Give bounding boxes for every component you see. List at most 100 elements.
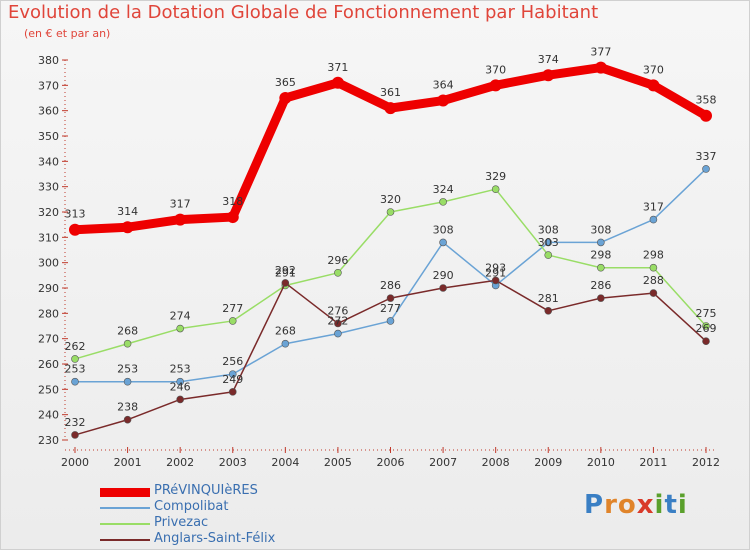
data-point (228, 388, 237, 396)
data-point (176, 324, 184, 333)
data-label: 329 (485, 170, 506, 183)
data-point (597, 238, 605, 247)
data-point (439, 238, 447, 247)
data-label: 249 (222, 373, 243, 386)
legend-swatch (100, 539, 150, 541)
y-tick-label: 330 (38, 181, 59, 194)
data-point (69, 223, 81, 236)
data-point (491, 276, 500, 285)
data-point (228, 317, 237, 325)
data-point (386, 208, 395, 216)
data-point (71, 431, 79, 439)
data-point (123, 339, 132, 348)
data-label: 292 (275, 264, 296, 277)
data-point (226, 211, 239, 224)
data-point (439, 198, 447, 206)
proxiti-logo: Proxiti (584, 490, 688, 520)
data-point (384, 102, 397, 115)
y-tick-label: 300 (38, 257, 59, 270)
data-label: 291 (485, 266, 506, 279)
data-label: 253 (65, 363, 86, 376)
data-label: 318 (222, 195, 243, 208)
x-tick-label: 2006 (377, 456, 405, 469)
data-label: 288 (643, 274, 664, 287)
data-point (386, 317, 395, 325)
data-label: 314 (117, 205, 138, 218)
data-point (281, 339, 290, 348)
data-label: 320 (380, 193, 401, 206)
data-point (334, 329, 342, 338)
data-label: 371 (327, 61, 348, 74)
data-point (542, 69, 555, 82)
data-point (437, 94, 450, 107)
data-point (439, 284, 447, 292)
data-label: 277 (222, 302, 243, 315)
data-label: 374 (538, 53, 559, 66)
data-label: 298 (643, 249, 664, 262)
x-tick-label: 2010 (587, 456, 615, 469)
data-label: 324 (433, 183, 454, 196)
data-point (123, 377, 132, 386)
legend-item[interactable]: PRéVINQUIèRES (100, 483, 360, 500)
data-point (386, 294, 395, 302)
data-point (334, 319, 342, 328)
logo-letter: i (654, 490, 665, 520)
data-label: 291 (275, 266, 296, 279)
x-tick-label: 2004 (271, 456, 299, 469)
legend-item[interactable]: Compolibat (100, 499, 360, 516)
legend-label: Anglars-Saint-Félix (154, 531, 276, 546)
data-point (176, 395, 184, 404)
logo-letter: x (636, 490, 655, 520)
y-tick-label: 350 (38, 130, 59, 143)
data-label: 276 (327, 304, 348, 317)
data-label: 274 (170, 310, 191, 323)
data-label: 296 (327, 254, 348, 267)
data-point (489, 79, 502, 92)
data-point (597, 294, 605, 302)
x-tick-label: 2008 (482, 456, 510, 469)
series-1 (71, 165, 710, 386)
legend-swatch (100, 523, 150, 525)
data-label: 365 (275, 76, 296, 89)
data-label: 293 (485, 261, 506, 274)
series-3 (71, 276, 710, 439)
legend-item[interactable]: Anglars-Saint-Félix (100, 531, 360, 548)
data-point (174, 213, 187, 226)
data-point (702, 337, 710, 346)
data-label: 298 (590, 249, 611, 262)
data-point (331, 76, 344, 89)
data-label: 253 (117, 363, 138, 376)
data-point (71, 377, 79, 386)
logo-letter: P (584, 490, 605, 520)
legend: PRéVINQUIèRES Compolibat Privezac Anglars-S… (100, 483, 360, 548)
data-label: 308 (590, 223, 611, 236)
series-2 (71, 185, 710, 363)
data-label: 370 (643, 63, 664, 76)
y-tick-label: 310 (38, 231, 59, 244)
chart-subtitle: (en € et par an) (24, 27, 111, 40)
data-label: 268 (117, 325, 138, 338)
y-tick-label: 280 (38, 307, 59, 320)
y-tick-label: 260 (38, 358, 59, 371)
data-label: 377 (590, 46, 611, 59)
data-label: 358 (696, 94, 717, 107)
data-point (700, 109, 712, 122)
legend-item[interactable]: Privezac (100, 515, 360, 532)
y-tick-label: 290 (38, 282, 59, 295)
data-point (121, 221, 134, 234)
data-point (281, 279, 290, 287)
data-label: 361 (380, 86, 401, 99)
series-0 (69, 61, 712, 236)
legend-swatch (100, 507, 150, 509)
data-point (334, 268, 342, 277)
data-label: 272 (327, 315, 348, 328)
data-label: 246 (170, 380, 191, 393)
data-point (123, 415, 132, 424)
y-tick-label: 360 (38, 105, 59, 118)
data-point (702, 165, 710, 173)
data-point (491, 185, 500, 193)
data-point (544, 238, 553, 247)
x-tick-label: 2003 (219, 456, 247, 469)
x-tick-label: 2000 (61, 456, 89, 469)
y-tick-label: 230 (38, 434, 59, 447)
